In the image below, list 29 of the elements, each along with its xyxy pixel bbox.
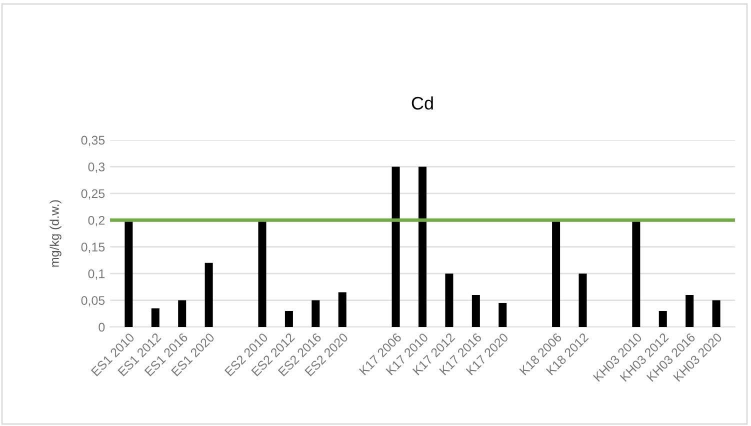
- y-tick-label: 0,35: [81, 136, 105, 146]
- y-tick-label: 0,25: [81, 189, 105, 200]
- chart-title: Cd: [412, 96, 433, 110]
- bar: [312, 300, 320, 327]
- bar: [472, 294, 480, 327]
- y-tick-label: 0,3: [88, 162, 105, 173]
- bar: [552, 220, 560, 327]
- bar: [338, 292, 346, 327]
- y-tick-label: 0,1: [88, 269, 105, 280]
- bar: [178, 300, 186, 327]
- bar: [445, 274, 454, 327]
- bar: [658, 310, 667, 327]
- bar: [204, 262, 213, 327]
- bar: [418, 166, 427, 327]
- y-tick-label: 0: [98, 322, 105, 332]
- bar: [258, 220, 266, 327]
- bar: [578, 274, 587, 327]
- bar: [632, 220, 640, 327]
- bar: [284, 310, 293, 327]
- bar: [124, 220, 133, 327]
- y-tick-label: 0,2: [88, 216, 105, 226]
- bar: [712, 300, 720, 327]
- y-tick-label: 0,15: [81, 242, 105, 253]
- bar: [686, 294, 694, 327]
- bar: [151, 308, 160, 327]
- y-tick-label: 0,05: [81, 296, 105, 306]
- bar: [498, 302, 507, 327]
- bar: [392, 166, 400, 327]
- y-axis-title: mg/kg (d.w.): [50, 200, 62, 267]
